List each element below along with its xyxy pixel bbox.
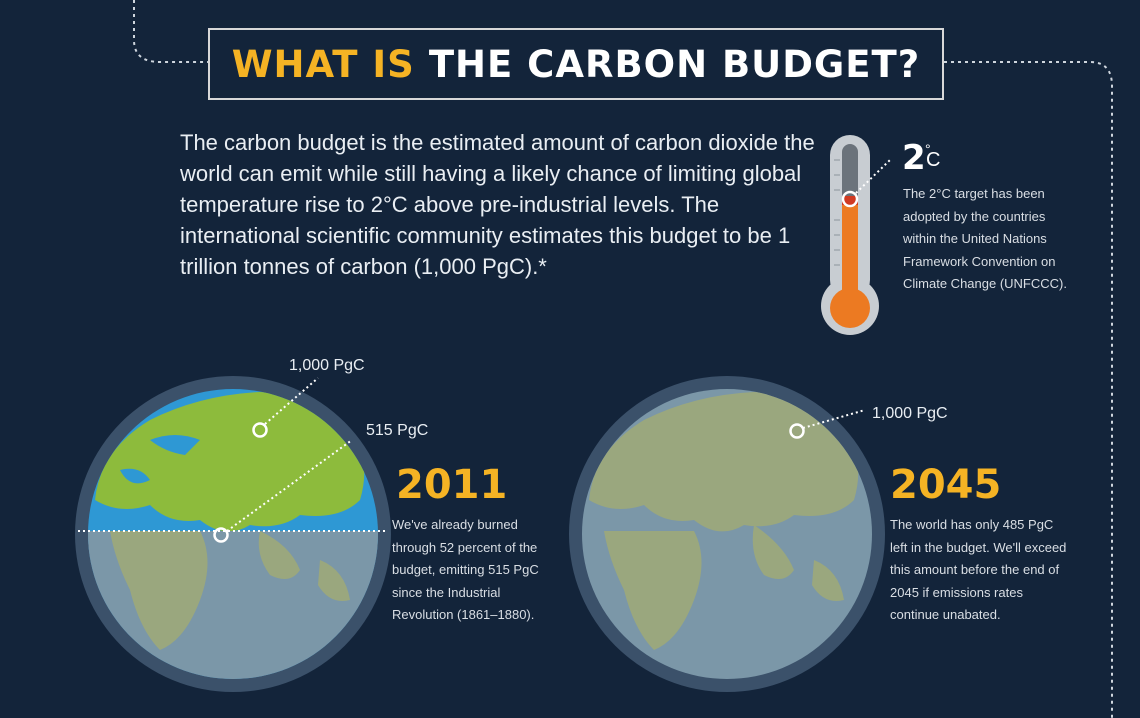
label-total-2011: 1,000 PgC bbox=[289, 357, 365, 374]
year-2045: 2045 bbox=[890, 462, 1002, 508]
target-description: The 2°C target has been adopted by the c… bbox=[903, 186, 1067, 291]
degree-symbol: ° bbox=[925, 141, 931, 157]
title-accent: WHAT IS bbox=[231, 42, 415, 86]
label-total-2045: 1,000 PgC bbox=[872, 405, 948, 422]
year-2011: 2011 bbox=[396, 462, 508, 508]
globe-2011 bbox=[75, 376, 391, 692]
description-2011: We've already burned through 52 percent … bbox=[392, 517, 539, 622]
intro-paragraph: The carbon budget is the estimated amoun… bbox=[180, 130, 815, 279]
thermometer-icon bbox=[821, 135, 891, 335]
degree-value: 2 bbox=[902, 138, 926, 178]
globe-2045 bbox=[569, 376, 885, 692]
title-main: THE CARBON BUDGET? bbox=[428, 42, 921, 86]
page-title: WHAT IS THE CARBON BUDGET? bbox=[208, 28, 944, 100]
degree-unit: C bbox=[926, 149, 941, 171]
label-used-2011: 515 PgC bbox=[366, 422, 429, 439]
description-2045: The world has only 485 PgC left in the b… bbox=[890, 517, 1067, 622]
